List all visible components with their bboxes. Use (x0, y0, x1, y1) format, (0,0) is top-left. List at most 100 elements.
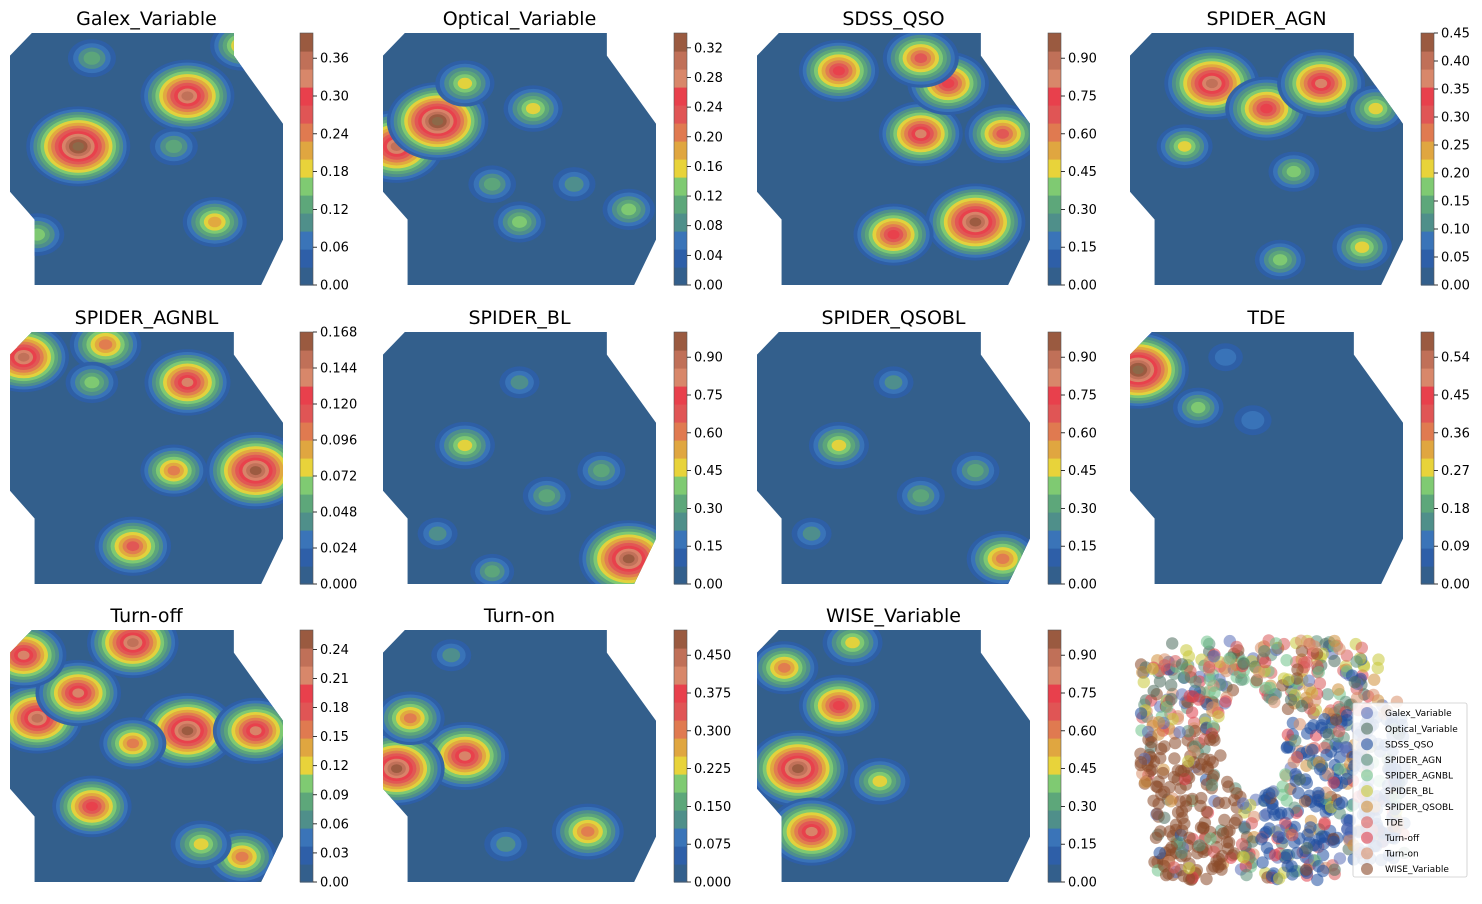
colorbar-segment (1048, 177, 1061, 196)
colorbar-segment (300, 864, 313, 883)
colorbar-segment (1421, 159, 1434, 178)
colorbar-segment (674, 213, 687, 232)
contour-level (165, 139, 183, 153)
colorbar-tick-label: 0.12 (320, 203, 349, 218)
colorbar-segment (1048, 51, 1061, 70)
legend-marker (1361, 738, 1373, 751)
colorbar-frame (1047, 331, 1062, 585)
contour-level (1286, 165, 1302, 178)
scatter-point (1214, 749, 1227, 762)
contour-level (996, 128, 1009, 139)
contour-level (593, 464, 610, 478)
panel-spider-bl: SPIDER_BL 0.00 0.15 0.30 0.45 0.60 0.75 0.90 (383, 307, 723, 593)
scatter-point (1200, 635, 1214, 648)
colorbar-segment (300, 267, 313, 286)
scatter-point (1200, 805, 1214, 818)
colorbar-tick-label: 0.45 (1441, 389, 1470, 404)
scatter-point (1222, 836, 1236, 849)
legend-label: Optical_Variable (1385, 725, 1458, 735)
colorbar-frame (299, 331, 314, 585)
panel-title: Galex_Variable (76, 8, 217, 30)
colorbar-segment (300, 648, 313, 667)
contour-map (757, 332, 1030, 584)
scatter-point (1177, 764, 1191, 777)
colorbar-segment (674, 141, 687, 160)
contour-level (845, 636, 860, 649)
colorbar-segment (674, 350, 687, 369)
colorbar-tick-label: 0.375 (694, 687, 731, 702)
contour-level (17, 650, 30, 660)
scatter-point (1237, 657, 1250, 670)
scatter-point (1168, 752, 1181, 765)
panel-title: TDE (1246, 307, 1285, 329)
scatter-point (1164, 795, 1178, 808)
colorbar-segment (1048, 494, 1061, 513)
colorbar-segment (1421, 476, 1434, 495)
scatter-point (1280, 794, 1293, 807)
colorbar-segment (300, 548, 313, 567)
scatter-point (1338, 741, 1352, 754)
contour-level (941, 78, 955, 89)
scatter-point (1253, 665, 1266, 679)
colorbar-segment (1421, 105, 1434, 124)
contour-level (249, 466, 262, 476)
scatter-point (1201, 762, 1215, 775)
colorbar-tick-label: 0.36 (1441, 426, 1470, 441)
colorbar-segment (300, 684, 313, 703)
colorbar-segment (674, 828, 687, 847)
colorbar-segment (1048, 630, 1061, 649)
scatter-point (1166, 637, 1179, 650)
colorbar-segment (674, 530, 687, 549)
colorbar-tick-label: 0.60 (1068, 127, 1097, 142)
scatter-point (1223, 652, 1236, 665)
legend-marker (1361, 863, 1373, 875)
colorbar-segment (1421, 350, 1434, 369)
panel-title: WISE_Variable (826, 605, 961, 627)
contour-level (996, 553, 1010, 564)
scatter-point (1230, 787, 1243, 800)
contour-level (1315, 78, 1328, 89)
panel-galex-variable: Galex_Variable0.000.060.120.180.240.300.… (10, 8, 349, 294)
colorbar-tick-label: 0.24 (694, 101, 723, 116)
colorbar-segment (674, 666, 687, 685)
colorbar-tick-label: 0.20 (694, 130, 723, 145)
contour-level (832, 700, 845, 711)
colorbar-segment (300, 69, 313, 88)
colorbar-segment (300, 249, 313, 268)
scatter-point (1154, 825, 1167, 838)
colorbar-tick-label: 0.35 (1441, 83, 1470, 98)
scatter-point (1182, 755, 1195, 768)
colorbar-segment (1421, 440, 1434, 459)
colorbar-segment (1048, 350, 1061, 369)
scatter-point (1328, 863, 1341, 876)
colorbar-tick-label: 0.54 (1441, 351, 1470, 366)
colorbar: 0.000 0.024 0.048 0.072 0.096 0.120 0.144 0.168 (299, 326, 357, 593)
scatter-point (1153, 675, 1167, 688)
colorbar-segment (1048, 458, 1061, 477)
colorbar-segment (674, 548, 687, 567)
contour-level (805, 826, 818, 837)
panel-optical-variable: Optical_Variable 0.00 0.04 0.08 0.12 0.16 0.20… (383, 8, 723, 294)
scatter-point (1292, 786, 1305, 800)
colorbar-tick-label: 0.15 (1441, 195, 1470, 210)
colorbar-tick-label: 0.30 (694, 502, 723, 517)
scatter-point (1291, 663, 1304, 676)
contour-level (912, 489, 930, 503)
contour-level (887, 229, 900, 240)
colorbar-segment (1421, 267, 1434, 286)
contour-level (914, 53, 928, 64)
colorbar-segment (1048, 213, 1061, 232)
scatter-point (1260, 841, 1274, 854)
scatter-point (1333, 852, 1347, 865)
contour-level (484, 565, 500, 578)
scatter-point (1308, 694, 1322, 707)
colorbar-segment (1048, 249, 1061, 268)
contour-level (457, 439, 473, 452)
scatter-point (1153, 846, 1166, 860)
colorbar-segment (1048, 105, 1061, 124)
scatter-point (1306, 743, 1319, 757)
colorbar-segment (674, 267, 687, 286)
colorbar-segment (674, 159, 687, 178)
scatter-point (1237, 851, 1250, 864)
